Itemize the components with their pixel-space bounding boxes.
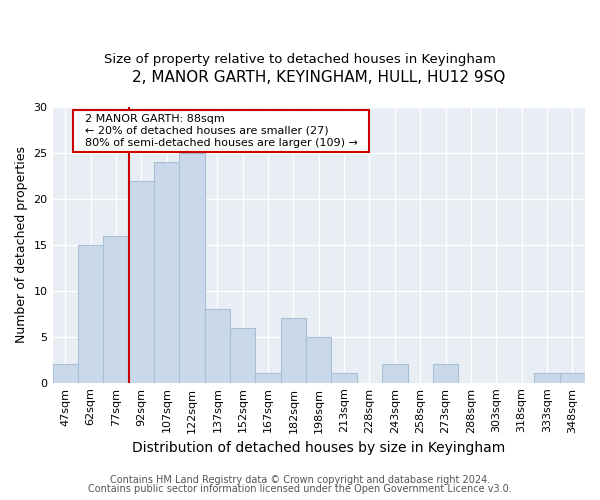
Bar	[179, 153, 205, 382]
Bar	[433, 364, 458, 382]
Bar	[205, 309, 230, 382]
Bar	[281, 318, 306, 382]
Y-axis label: Number of detached properties: Number of detached properties	[15, 146, 28, 344]
Bar	[103, 236, 128, 382]
Bar	[560, 374, 585, 382]
Bar	[256, 374, 281, 382]
Bar	[78, 245, 103, 382]
Bar	[534, 374, 560, 382]
Title: 2, MANOR GARTH, KEYINGHAM, HULL, HU12 9SQ: 2, MANOR GARTH, KEYINGHAM, HULL, HU12 9S…	[132, 70, 505, 85]
Text: Contains HM Land Registry data © Crown copyright and database right 2024.: Contains HM Land Registry data © Crown c…	[110, 475, 490, 485]
Bar	[331, 374, 357, 382]
Bar	[53, 364, 78, 382]
Text: Contains public sector information licensed under the Open Government Licence v3: Contains public sector information licen…	[88, 484, 512, 494]
Text: Size of property relative to detached houses in Keyingham: Size of property relative to detached ho…	[104, 52, 496, 66]
Bar	[306, 336, 331, 382]
Bar	[154, 162, 179, 382]
Bar	[382, 364, 407, 382]
Bar	[230, 328, 256, 382]
Bar	[128, 180, 154, 382]
X-axis label: Distribution of detached houses by size in Keyingham: Distribution of detached houses by size …	[132, 441, 505, 455]
Text: 2 MANOR GARTH: 88sqm  
  ← 20% of detached houses are smaller (27)  
  80% of se: 2 MANOR GARTH: 88sqm ← 20% of detached h…	[78, 114, 365, 148]
